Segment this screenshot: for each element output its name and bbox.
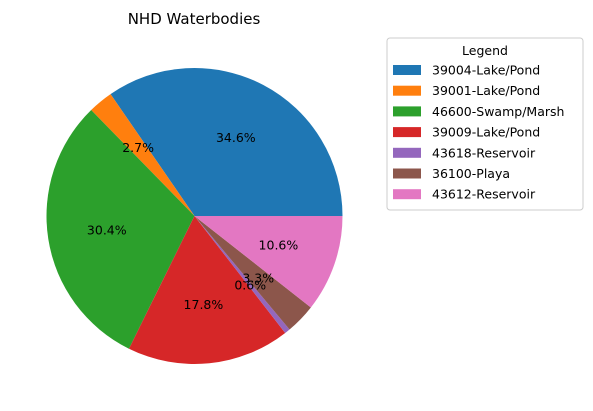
pie-percent-label-6: 10.6% [259, 238, 299, 253]
legend-label-3: 39009-Lake/Pond [432, 125, 540, 140]
legend-label-4: 43618-Reservoir [432, 145, 536, 160]
legend-swatch-4 [393, 147, 421, 158]
legend-swatch-1 [393, 85, 421, 96]
chart-title: NHD Waterbodies [128, 10, 261, 28]
pie-percent-label-4: 0.6% [234, 278, 266, 293]
pie-slice-2 [46, 110, 195, 349]
legend-items: 39004-Lake/Pond 39001-Lake/Pond 46600-Swam… [393, 63, 564, 202]
pie-percent-label-0: 34.6% [216, 130, 256, 145]
pie-percent-label-1: 2.7% [122, 140, 154, 155]
pie-percent-label-5: 3.3% [242, 270, 274, 285]
pie-slice-4 [194, 216, 290, 333]
pie-percent-label-3: 17.8% [184, 297, 224, 312]
legend-swatch-0 [393, 65, 421, 75]
pie-slice-5 [194, 216, 311, 330]
pie-slices [46, 67, 343, 364]
legend-label-2: 46600-Swamp/Marsh [432, 104, 564, 119]
pie-slice-0 [110, 67, 343, 217]
legend-title: Legend [462, 43, 508, 58]
pie-slice-3 [128, 216, 286, 364]
legend-swatch-6 [393, 189, 421, 200]
pie-percent-labels: 34.6% 2.7% 30.4% 17.8% 0.6%3.3% 10.6% [87, 130, 298, 312]
legend-label-6: 43612-Reservoir [432, 187, 536, 202]
legend-label-5: 36100-Playa [432, 166, 510, 181]
pie-slice-6 [194, 216, 343, 308]
legend-swatch-2 [393, 106, 421, 117]
legend-frame [386, 37, 584, 211]
legend-label-1: 39001-Lake/Pond [432, 83, 540, 98]
legend-swatch-3 [393, 127, 421, 138]
legend: Legend 39004-Lake/Pond 39001-Lake/Pond 466… [386, 37, 584, 211]
legend-swatch-5 [393, 168, 421, 179]
pie-slice-1 [91, 94, 195, 216]
pie-percent-label-2: 30.4% [87, 222, 127, 237]
legend-label-0: 39004-Lake/Pond [432, 63, 540, 78]
